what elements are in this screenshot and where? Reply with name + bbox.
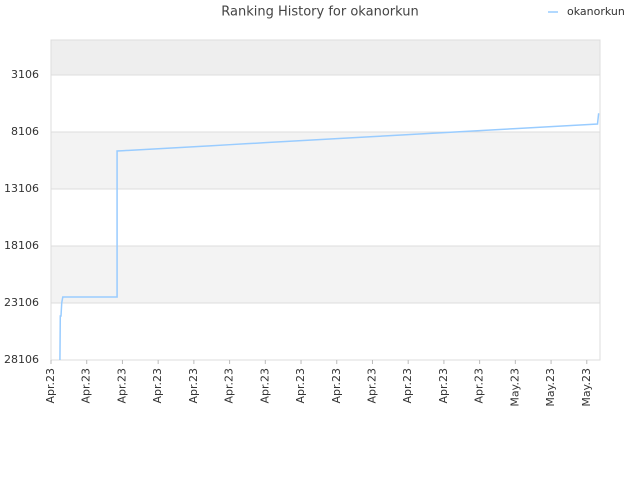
x-tick-label: Apr.23 [437, 368, 450, 404]
x-tick-label: May.23 [508, 368, 521, 407]
x-tick-label: Apr.23 [473, 368, 486, 404]
x-tick-label: Apr.23 [151, 368, 164, 404]
y-tick-label: 28106 [4, 353, 39, 366]
x-tick-label: May.23 [544, 368, 557, 407]
plot-band [51, 40, 600, 75]
plot-band [51, 74, 600, 132]
x-tick-label: Apr.23 [401, 368, 414, 404]
x-tick-label: Apr.23 [330, 368, 343, 404]
x-tick-label: Apr.23 [223, 368, 236, 404]
plot-band [51, 245, 600, 303]
x-tick-label: Apr.23 [258, 368, 271, 404]
plot-band [51, 188, 600, 246]
plot-band [51, 131, 600, 189]
x-tick-label: Apr.23 [294, 368, 307, 404]
y-tick-label: 23106 [4, 296, 39, 309]
data-line [59, 113, 600, 361]
x-tick-label: Apr.23 [80, 368, 93, 404]
y-tick-label: 8106 [11, 125, 39, 138]
y-tick-label: 13106 [4, 182, 39, 195]
x-tick-label: Apr.23 [365, 368, 378, 404]
chart-title: Ranking History for okanorkun [221, 5, 418, 20]
x-tick-label: May.23 [580, 368, 593, 407]
legend-label: okanorkun [567, 5, 625, 18]
x-tick-label: Apr.23 [44, 368, 57, 404]
plot-band [51, 302, 600, 360]
y-tick-label: 18106 [4, 239, 39, 252]
x-tick-label: Apr.23 [115, 368, 128, 404]
y-tick-label: 3106 [11, 68, 39, 81]
x-tick-label: Apr.23 [187, 368, 200, 404]
